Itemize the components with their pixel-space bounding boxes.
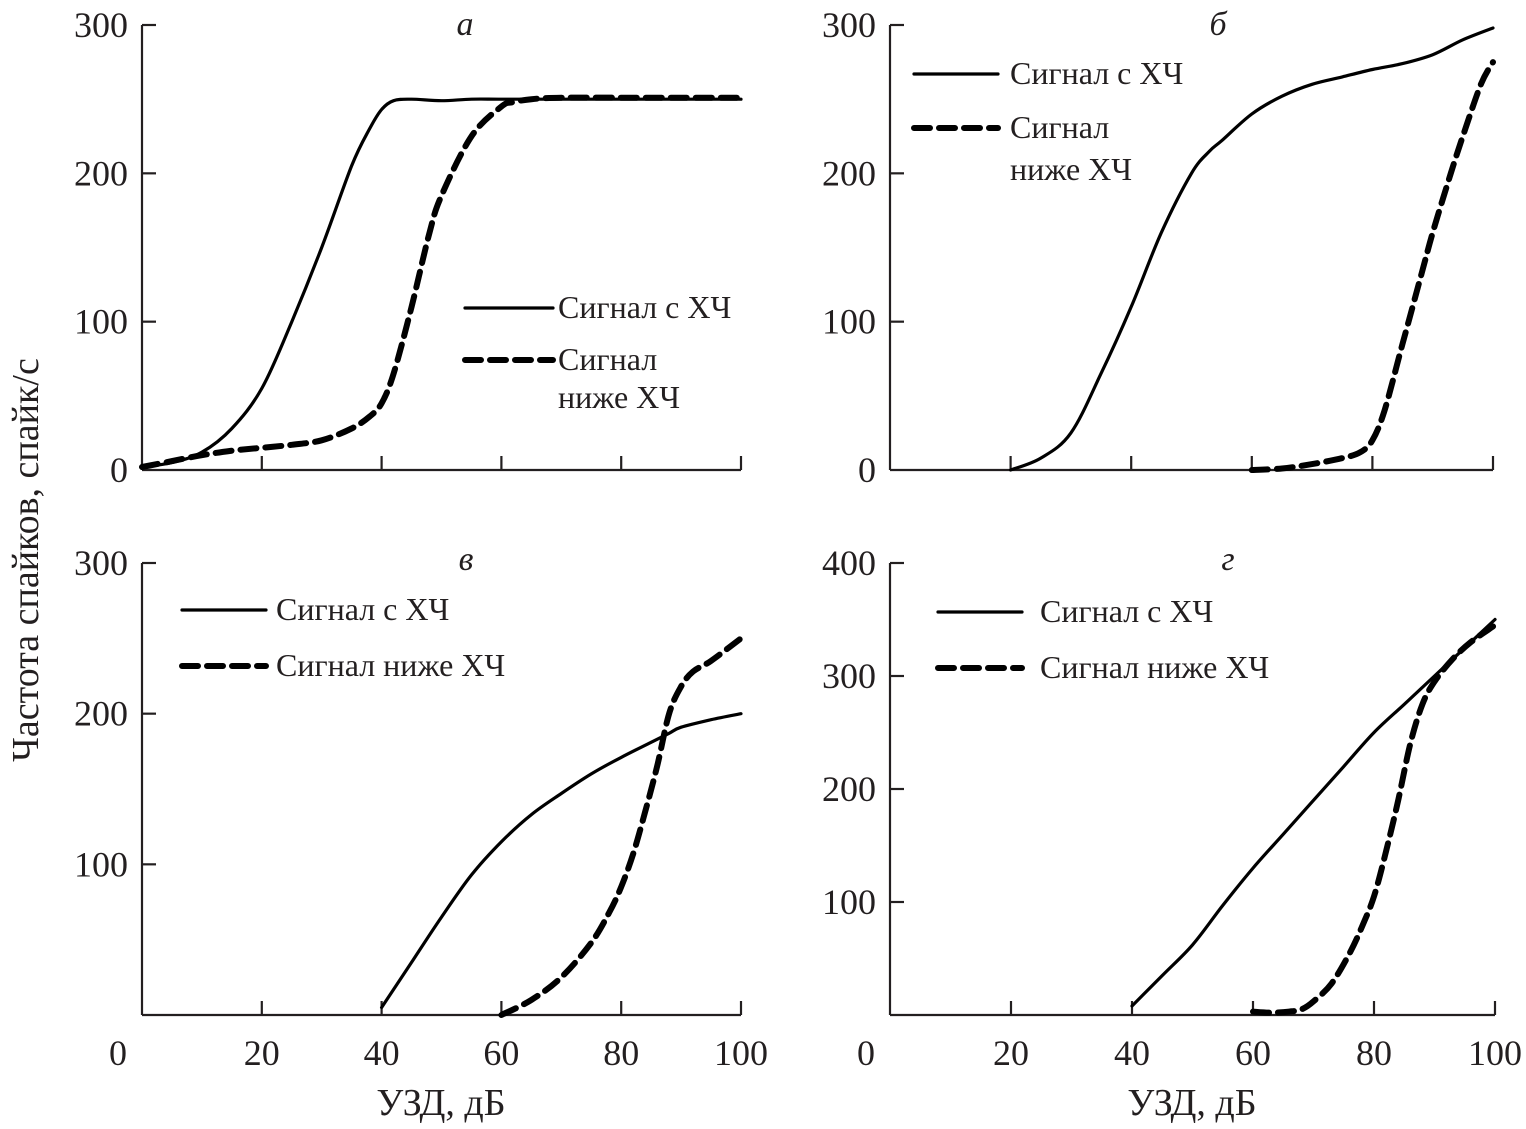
x-axis-title-left: УЗД, дБ [376,1082,505,1124]
y-tick-label: 200 [822,153,876,193]
y-tick-label: 0 [110,450,128,490]
series-line-with-threshold [380,712,743,1010]
y-tick-label: 200 [822,769,876,809]
series-line-below-threshold [498,635,744,1018]
panel-letter: б [1209,6,1228,43]
y-tick-label: 100 [74,844,128,884]
legend-label: Сигнал ниже ХЧ [1040,649,1269,685]
legend-label: Сигнал ниже ХЧ [276,647,505,683]
series-line-below-threshold [1250,622,1498,1016]
panel-letter: в [459,541,474,578]
x-tick-label: 60 [1235,1033,1271,1073]
x-tick-label: 80 [1356,1033,1392,1073]
panel-b: 0 100 200 300 б Сигнал с ХЧ Сигнал ниже ХЧ [822,5,1496,490]
y-tick-label: 200 [74,153,128,193]
legend-label: Сигнал с ХЧ [276,591,449,627]
legend-label: ниже ХЧ [1010,151,1132,187]
panel-v: 100 200 300 0 20 40 60 80 100 в Сигнал с ХЧ Сигнал … [74,541,768,1073]
x-axis-title-right: УЗД, дБ [1127,1082,1256,1124]
series-line-with-threshold [1130,617,1497,1008]
y-tick-label: 100 [822,882,876,922]
legend-label: Сигнал с ХЧ [1040,593,1213,629]
legend-label: Сигнал [1010,109,1109,145]
x-tick-label: 60 [483,1033,519,1073]
legend-label: Сигнал с ХЧ [1010,55,1183,91]
y-tick-label: 300 [74,5,128,45]
legend-label: ниже ХЧ [558,379,680,415]
x-tick-label: 40 [364,1033,400,1073]
x-tick-label: 80 [603,1033,639,1073]
panel-letter: а [457,6,474,43]
y-tick-label: 300 [822,656,876,696]
panel-letter: г [1221,541,1234,578]
y-tick-label: 300 [74,543,128,583]
series-line-below-threshold [1248,59,1496,473]
x-tick-label: 20 [993,1033,1029,1073]
legend-label: Сигнал с ХЧ [558,289,731,325]
x-tick-label: 100 [1468,1033,1522,1073]
x-tick-label: 0 [109,1033,127,1073]
y-tick-label: 100 [74,302,128,342]
y-tick-label: 200 [74,694,128,734]
y-tick-label: 0 [858,450,876,490]
y-tick-label: 100 [822,302,876,342]
series-line-below-threshold [139,94,744,470]
series-line-with-threshold [1009,26,1495,472]
x-tick-label: 100 [714,1033,768,1073]
y-axis-title: Частота спайков, спайк/с [5,358,47,762]
x-tick-label: 0 [857,1033,875,1073]
x-tick-label: 20 [244,1033,280,1073]
legend-label: Сигнал [558,341,657,377]
y-tick-label: 400 [822,543,876,583]
y-tick-label: 300 [822,5,876,45]
x-tick-label: 40 [1114,1033,1150,1073]
